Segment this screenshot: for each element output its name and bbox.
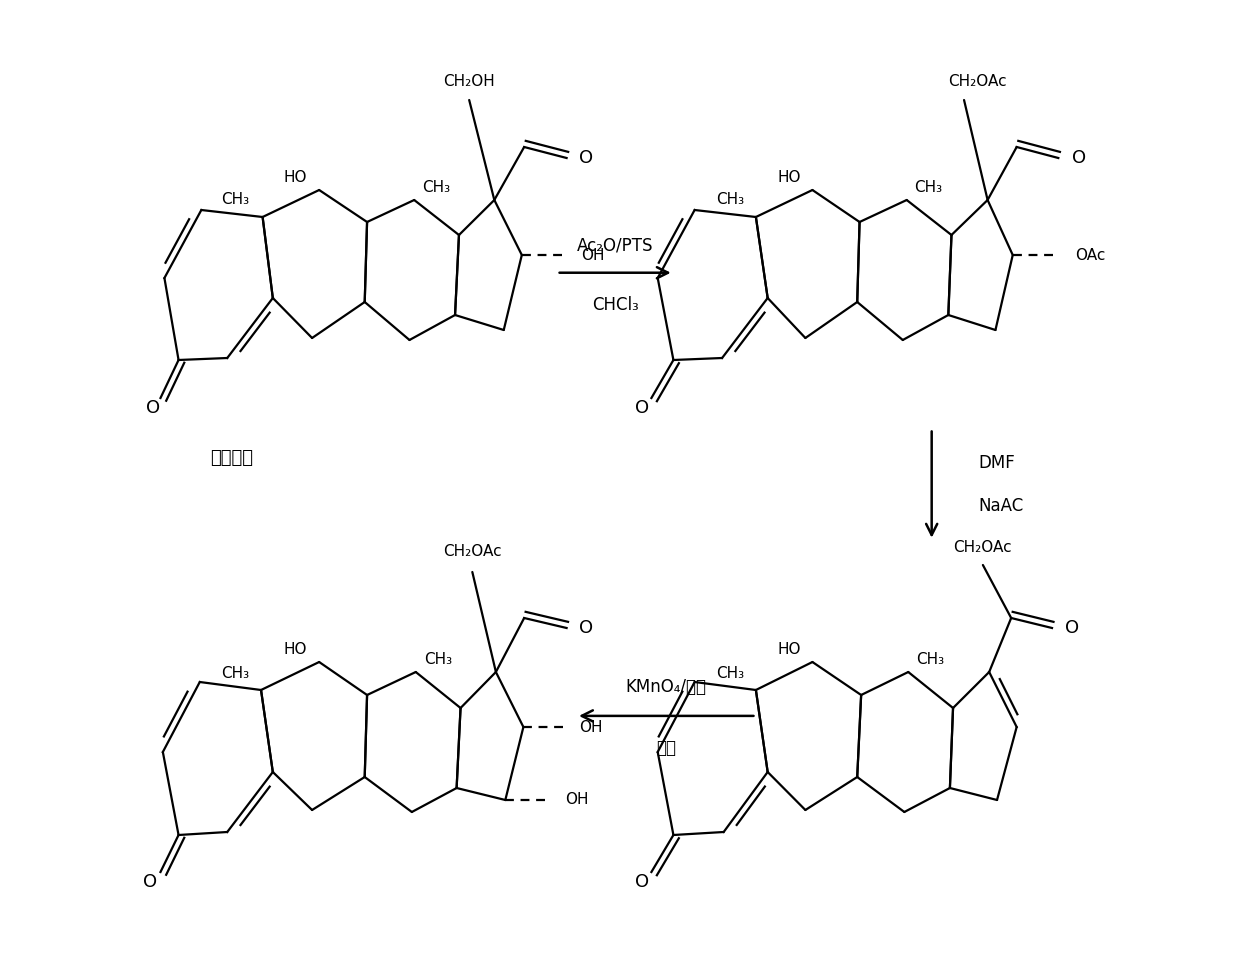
- Text: 泼尼松龙: 泼尼松龙: [210, 449, 253, 467]
- Text: HO: HO: [284, 170, 308, 185]
- Text: O: O: [1065, 619, 1080, 637]
- Text: HO: HO: [777, 643, 801, 657]
- Text: O: O: [579, 619, 593, 637]
- Text: HO: HO: [284, 643, 308, 657]
- Text: Ac₂O/PTS: Ac₂O/PTS: [577, 237, 653, 254]
- Text: CH₃: CH₃: [422, 180, 450, 196]
- Text: HO: HO: [777, 170, 801, 185]
- Text: NaAC: NaAC: [978, 497, 1024, 515]
- Text: CH₃: CH₃: [916, 653, 944, 667]
- Text: DMF: DMF: [978, 454, 1016, 472]
- Text: O: O: [635, 873, 649, 891]
- Text: CH₂OH: CH₂OH: [444, 74, 495, 90]
- Text: CH₃: CH₃: [221, 665, 249, 681]
- Text: CHCl₃: CHCl₃: [591, 296, 639, 314]
- Text: CH₃: CH₃: [424, 653, 451, 667]
- Text: CH₃: CH₃: [221, 193, 249, 207]
- Text: O: O: [145, 399, 160, 417]
- Text: CH₂OAc: CH₂OAc: [949, 74, 1007, 90]
- Text: KMnO₄/丙酮: KMnO₄/丙酮: [626, 678, 707, 695]
- Text: O: O: [143, 873, 157, 891]
- Text: CH₂OAc: CH₂OAc: [954, 540, 1012, 554]
- Text: CH₃: CH₃: [715, 665, 744, 681]
- Text: CH₂OAc: CH₂OAc: [443, 544, 502, 559]
- Text: O: O: [579, 149, 593, 167]
- Text: CH₃: CH₃: [915, 180, 942, 196]
- Text: OH: OH: [565, 793, 589, 807]
- Text: 甲酸: 甲酸: [656, 739, 676, 757]
- Text: OH: OH: [579, 720, 603, 734]
- Text: OH: OH: [580, 247, 604, 263]
- Text: CH₃: CH₃: [715, 193, 744, 207]
- Text: OAc: OAc: [1075, 247, 1106, 263]
- Text: O: O: [1071, 149, 1086, 167]
- Text: O: O: [635, 399, 649, 417]
